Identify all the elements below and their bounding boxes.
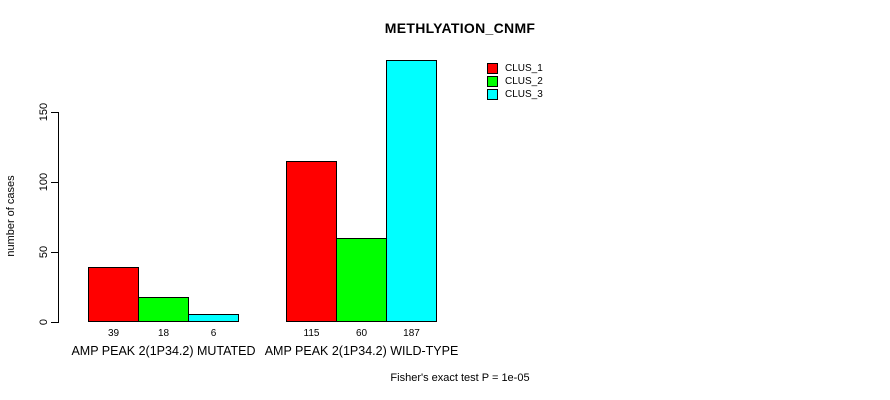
bar-value-label: 187 (403, 328, 420, 339)
y-axis-tick (51, 322, 58, 323)
legend-label: CLUS_1 (505, 63, 543, 74)
y-axis-label: number of cases (5, 175, 17, 257)
bar-clus_3-group1 (188, 314, 239, 322)
y-axis-tick-label: 0 (38, 318, 50, 326)
bar-value-label: 39 (107, 328, 120, 339)
y-axis-tick (51, 112, 58, 113)
y-axis-tick-label: 100 (38, 172, 50, 192)
bar-clus_3-group2 (386, 60, 437, 322)
bar-clus_1-group2 (286, 161, 337, 322)
category-label: AMP PEAK 2(1P34.2) WILD-TYPE (264, 344, 459, 358)
legend-swatch-clus_1 (487, 63, 498, 74)
legend-label: CLUS_2 (505, 76, 543, 87)
bar-clus_1-group1 (88, 267, 139, 322)
y-axis-tick-label: 50 (38, 245, 50, 259)
y-axis-tick (51, 182, 58, 183)
chart-title: METHLYATION_CNMF (384, 20, 536, 36)
bar-value-label: 18 (157, 328, 170, 339)
bar-clus_2-group2 (336, 238, 387, 322)
legend-label: CLUS_3 (505, 89, 543, 100)
legend-swatch-clus_3 (487, 89, 498, 100)
annotation-text: Fisher's exact test P = 1e-05 (390, 372, 530, 384)
bar-value-label: 115 (303, 328, 320, 339)
bar-clus_2-group1 (138, 297, 189, 322)
category-label: AMP PEAK 2(1P34.2) MUTATED (71, 344, 256, 358)
legend-swatch-clus_2 (487, 76, 498, 87)
y-axis-tick-label: 150 (38, 102, 50, 122)
y-axis-line (58, 112, 59, 323)
y-axis-tick (51, 252, 58, 253)
bar-value-label: 60 (355, 328, 368, 339)
bar-value-label: 6 (210, 328, 217, 339)
